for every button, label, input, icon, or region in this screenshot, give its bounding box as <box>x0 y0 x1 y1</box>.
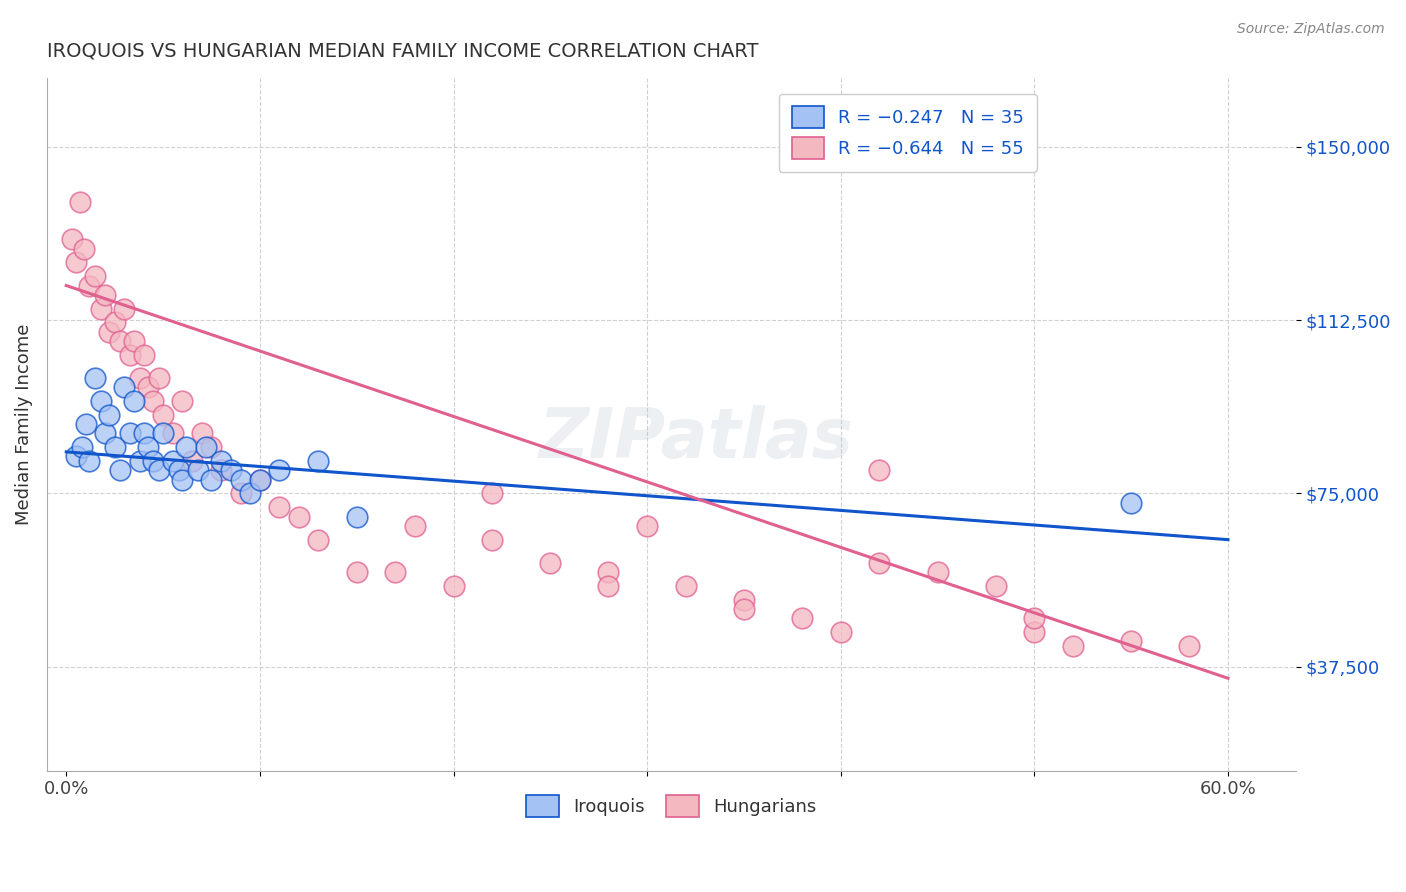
Point <box>830 625 852 640</box>
Point <box>209 454 232 468</box>
Point <box>73 242 96 256</box>
Point <box>104 316 127 330</box>
Point <box>120 348 142 362</box>
Point <box>239 486 262 500</box>
Point <box>307 454 329 468</box>
Point <box>733 602 755 616</box>
Point <box>97 408 120 422</box>
Point <box>249 473 271 487</box>
Point <box>194 440 217 454</box>
Point <box>307 533 329 547</box>
Point <box>65 450 87 464</box>
Point <box>110 334 132 348</box>
Point <box>869 463 891 477</box>
Point <box>132 426 155 441</box>
Point <box>191 426 214 441</box>
Point <box>636 518 658 533</box>
Point <box>1024 625 1046 640</box>
Point <box>94 287 117 301</box>
Text: Source: ZipAtlas.com: Source: ZipAtlas.com <box>1237 22 1385 37</box>
Point <box>869 556 891 570</box>
Point <box>122 334 145 348</box>
Point <box>346 565 368 579</box>
Point <box>927 565 949 579</box>
Point <box>136 440 159 454</box>
Point <box>152 426 174 441</box>
Point <box>176 440 198 454</box>
Point <box>200 473 222 487</box>
Point <box>984 579 1007 593</box>
Point <box>404 518 426 533</box>
Point <box>287 509 309 524</box>
Point <box>481 486 503 500</box>
Point <box>249 473 271 487</box>
Point <box>128 454 150 468</box>
Point <box>75 417 97 431</box>
Point <box>1024 611 1046 625</box>
Point <box>148 371 170 385</box>
Point <box>187 463 209 477</box>
Text: IROQUOIS VS HUNGARIAN MEDIAN FAMILY INCOME CORRELATION CHART: IROQUOIS VS HUNGARIAN MEDIAN FAMILY INCO… <box>46 42 758 61</box>
Point <box>346 509 368 524</box>
Point <box>229 486 252 500</box>
Point <box>172 473 194 487</box>
Point <box>148 463 170 477</box>
Point <box>209 463 232 477</box>
Point <box>384 565 406 579</box>
Point <box>167 463 190 477</box>
Point <box>181 454 204 468</box>
Legend: Iroquois, Hungarians: Iroquois, Hungarians <box>519 788 824 824</box>
Point <box>69 195 91 210</box>
Point <box>104 440 127 454</box>
Point <box>136 380 159 394</box>
Point <box>132 348 155 362</box>
Point <box>90 394 112 409</box>
Point <box>142 454 165 468</box>
Point <box>1062 639 1084 653</box>
Point <box>84 371 107 385</box>
Point <box>65 255 87 269</box>
Point <box>733 592 755 607</box>
Point <box>162 454 184 468</box>
Point <box>84 269 107 284</box>
Point <box>538 556 561 570</box>
Point <box>112 380 135 394</box>
Point <box>598 565 620 579</box>
Point <box>122 394 145 409</box>
Point <box>219 463 242 477</box>
Point <box>162 426 184 441</box>
Point <box>79 278 101 293</box>
Point <box>269 500 291 515</box>
Point <box>443 579 465 593</box>
Point <box>1121 634 1143 648</box>
Point <box>120 426 142 441</box>
Y-axis label: Median Family Income: Median Family Income <box>15 324 32 524</box>
Point <box>675 579 697 593</box>
Point <box>110 463 132 477</box>
Point <box>112 301 135 316</box>
Point <box>60 232 83 246</box>
Point <box>79 454 101 468</box>
Point <box>229 473 252 487</box>
Point <box>790 611 813 625</box>
Point <box>269 463 291 477</box>
Point <box>172 394 194 409</box>
Point <box>598 579 620 593</box>
Point <box>94 426 117 441</box>
Point <box>90 301 112 316</box>
Point <box>152 408 174 422</box>
Point <box>70 440 93 454</box>
Point <box>142 394 165 409</box>
Point <box>128 371 150 385</box>
Point <box>97 325 120 339</box>
Text: ZIPatlas: ZIPatlas <box>538 404 853 472</box>
Point <box>481 533 503 547</box>
Point <box>200 440 222 454</box>
Point <box>1178 639 1201 653</box>
Point <box>1121 496 1143 510</box>
